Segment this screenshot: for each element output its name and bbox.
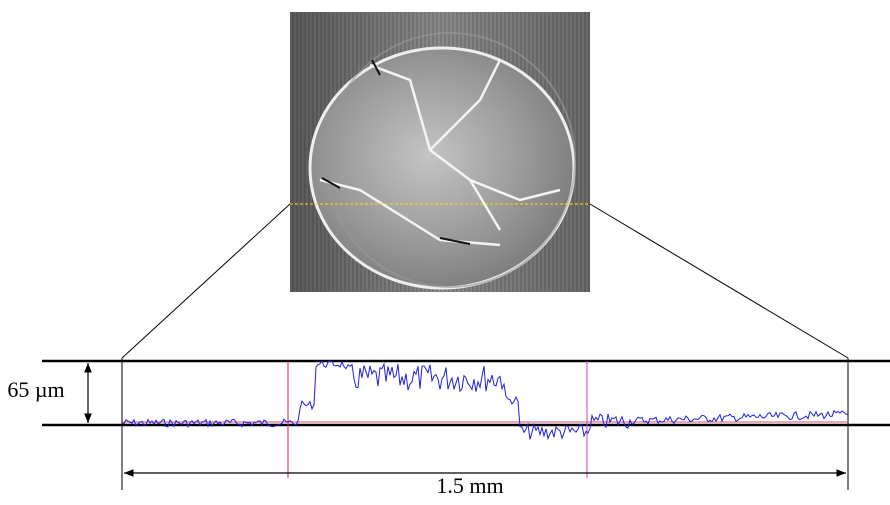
dimension-arrows (84, 363, 846, 477)
height-label: 65 µm (7, 377, 64, 402)
reference-lines (42, 358, 890, 490)
zoom-lines (121, 203, 849, 359)
micrograph (290, 12, 590, 292)
height-profile (121, 359, 849, 441)
width-label: 1.5 mm (436, 473, 503, 498)
